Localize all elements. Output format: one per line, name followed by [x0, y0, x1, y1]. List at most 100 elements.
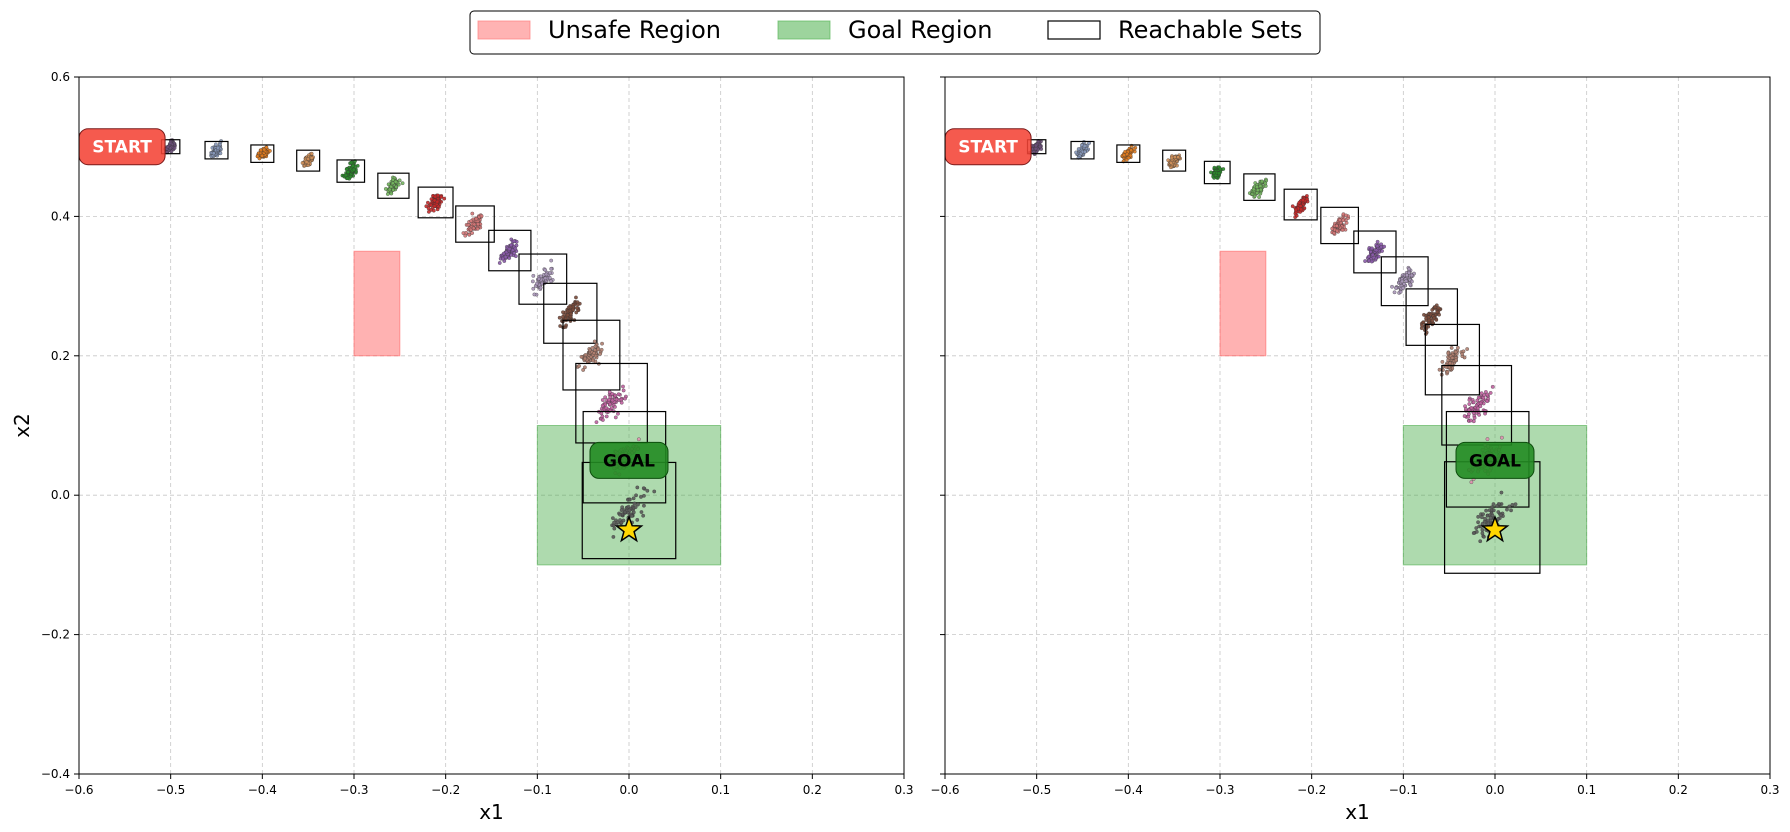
- sample-point: [557, 315, 562, 320]
- sample-point: [623, 510, 628, 515]
- sample-point: [614, 397, 619, 402]
- y-tick-label: 0.0: [51, 488, 70, 502]
- sample-point: [1390, 284, 1394, 289]
- sample-point: [1454, 358, 1458, 363]
- sample-point: [611, 516, 615, 521]
- sample-point: [1505, 507, 1509, 512]
- x-tick-label: −0.3: [1205, 783, 1234, 797]
- sample-point: [1338, 218, 1342, 222]
- sample-point: [1083, 149, 1087, 154]
- target-star-icon: [1480, 514, 1510, 543]
- sample-point: [1471, 531, 1476, 535]
- sample-point: [1450, 356, 1455, 360]
- sample-point: [560, 315, 565, 319]
- sample-point: [642, 493, 646, 498]
- sample-point: [1499, 490, 1504, 495]
- sample-point: [1176, 155, 1181, 160]
- sample-point: [470, 231, 474, 235]
- sample-point: [1469, 480, 1474, 485]
- x-tick-label: 0.3: [894, 783, 913, 797]
- legend-box: [469, 10, 1321, 55]
- sample-point: [1221, 167, 1226, 171]
- sample-point: [627, 497, 632, 502]
- reachable-set-box: [1162, 149, 1187, 172]
- sample-point: [1401, 286, 1406, 290]
- sample-point: [1407, 270, 1411, 275]
- sample-point: [427, 209, 431, 214]
- sample-point: [1472, 416, 1477, 420]
- sample-point: [309, 156, 314, 160]
- x-tick-label: 0.2: [1669, 783, 1688, 797]
- sample-point: [166, 145, 170, 149]
- sample-point: [424, 204, 429, 209]
- sample-point: [1332, 231, 1336, 235]
- sample-point: [1463, 404, 1467, 409]
- sample-point: [343, 173, 348, 178]
- sample-point: [507, 256, 512, 260]
- sample-point: [1436, 306, 1441, 310]
- sample-point: [548, 271, 552, 275]
- sample-point: [351, 167, 356, 172]
- sample-point: [531, 273, 536, 278]
- sample-point: [1257, 195, 1261, 199]
- sample-point: [641, 513, 646, 518]
- sample-point: [623, 396, 627, 401]
- y-tick-label: −0.4: [41, 767, 70, 781]
- sample-point: [1370, 253, 1375, 257]
- sample-point: [1484, 508, 1488, 513]
- x-tick-label: −0.4: [1114, 783, 1143, 797]
- sample-point: [1482, 534, 1486, 539]
- goal-label-box: [1455, 441, 1535, 479]
- reachable-set-box: [488, 229, 532, 272]
- sample-point: [349, 160, 354, 165]
- y-tick-label: −0.2: [41, 628, 70, 642]
- sample-point: [351, 164, 355, 168]
- sample-point: [613, 405, 617, 409]
- reachable-set-box: [1203, 160, 1231, 185]
- sample-point: [1488, 515, 1493, 520]
- sample-point: [1481, 512, 1485, 517]
- reachable-set: [250, 144, 275, 163]
- sample-point: [594, 420, 599, 425]
- sample-point: [507, 247, 512, 251]
- x-tick-label: −0.2: [431, 783, 460, 797]
- reachable-set: [1405, 288, 1459, 346]
- sample-point: [621, 388, 626, 393]
- reachable-set: [455, 205, 495, 243]
- sample-point: [1478, 539, 1483, 544]
- sample-point: [426, 206, 431, 211]
- reachable-set: [581, 461, 677, 560]
- sample-point: [569, 311, 573, 316]
- sample-point: [466, 223, 471, 227]
- x-tick-label: 0.3: [1760, 783, 1779, 797]
- sample-point: [610, 398, 615, 403]
- sample-point: [428, 203, 433, 207]
- sample-point: [1034, 143, 1038, 148]
- sample-point: [1460, 352, 1465, 356]
- sample-point: [1344, 213, 1348, 218]
- sample-point: [461, 231, 466, 235]
- sample-point: [1437, 367, 1442, 372]
- sample-point: [513, 246, 518, 251]
- reachable-set: [1203, 160, 1231, 185]
- x-tick-label: 0.1: [711, 783, 730, 797]
- sample-point: [1382, 244, 1386, 249]
- sample-point: [467, 232, 472, 237]
- sample-point: [260, 153, 265, 158]
- sample-point: [497, 261, 502, 265]
- sample-point: [1465, 347, 1470, 351]
- sample-point: [475, 226, 480, 231]
- reachable-set-box: [543, 282, 598, 344]
- sample-point: [1445, 369, 1450, 374]
- reachable-set: [518, 253, 568, 305]
- sample-point: [309, 151, 314, 156]
- sample-point: [393, 179, 398, 184]
- sample-point: [1129, 148, 1134, 153]
- sample-point: [300, 161, 305, 165]
- sample-point: [1305, 194, 1309, 198]
- sample-point: [1466, 415, 1471, 419]
- axes-frame: [78, 76, 905, 775]
- sample-point: [1478, 404, 1483, 409]
- sample-point: [612, 526, 617, 531]
- sample-point: [1499, 513, 1503, 518]
